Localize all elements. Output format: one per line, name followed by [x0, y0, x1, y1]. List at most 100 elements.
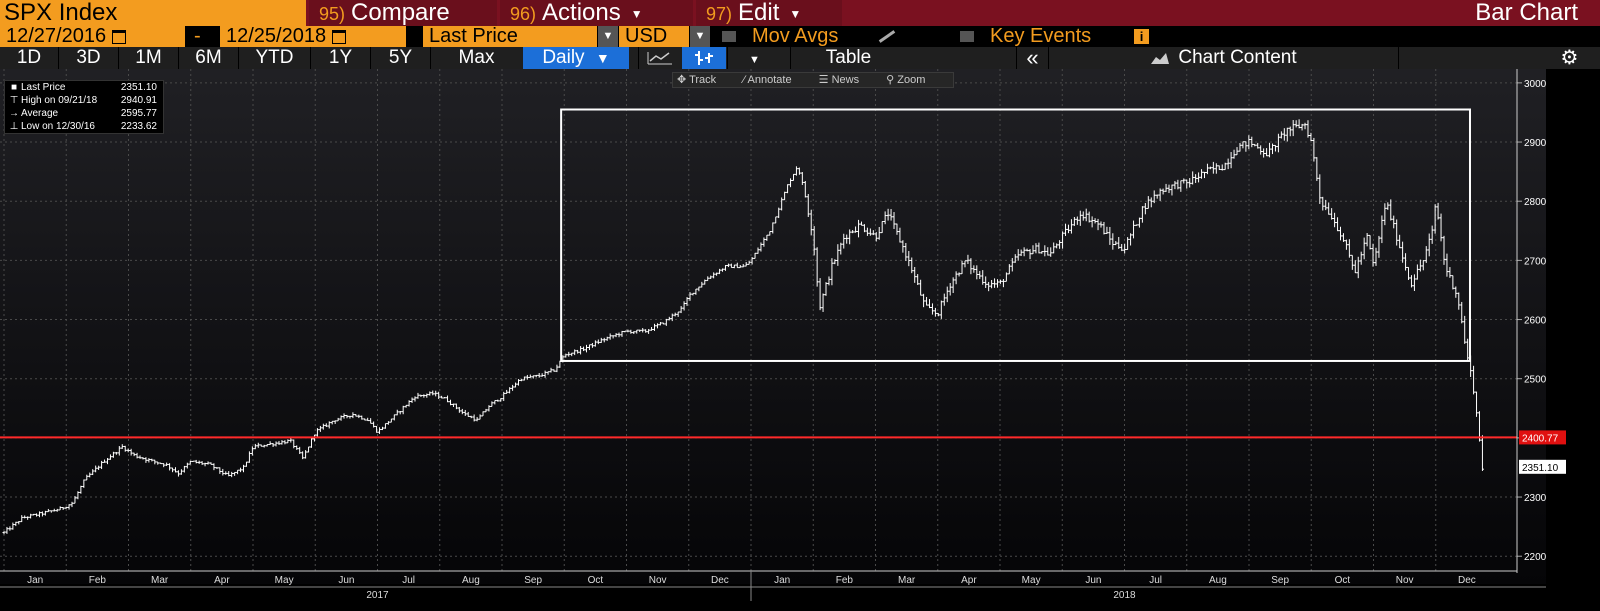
x-month-label: May — [1022, 575, 1041, 586]
calendar-icon — [332, 29, 347, 44]
news-label: News — [831, 74, 860, 86]
annotate-label: Annotate — [747, 74, 792, 86]
zoom-tool[interactable]: ⚲ Zoom — [886, 74, 926, 86]
x-month-label: Feb — [89, 575, 107, 586]
collapse-button[interactable]: « — [1016, 47, 1048, 69]
x-year-label: 2018 — [1113, 590, 1136, 601]
x-month-label: Apr — [214, 575, 230, 586]
range-tab-1m[interactable]: 1M — [118, 47, 178, 69]
average-marker-icon: → — [9, 108, 19, 119]
x-month-label: Jul — [1149, 575, 1162, 586]
chevron-down-icon: ▼ — [595, 50, 610, 66]
overlays — [0, 108, 1517, 439]
x-month-label: Jun — [1085, 575, 1101, 586]
header-bar: SPX Index 95) Compare 96) Actions ▼ 97) Edit… — [0, 0, 1600, 26]
track-tool[interactable]: ✥ Track — [677, 74, 717, 86]
calendar-icon — [112, 29, 127, 44]
x-year-label: 2017 — [366, 590, 389, 601]
legend-last-price: ■ Last Price 2351.10 — [9, 81, 159, 94]
edit-shortcut: 97) — [706, 4, 733, 24]
mov-avgs-checkbox[interactable] — [722, 31, 736, 42]
x-month-label: Jan — [27, 575, 43, 586]
pencil-icon[interactable] — [878, 30, 896, 43]
legend-average-label: Average — [21, 108, 59, 119]
range-toolbar: 1D 3D 1M 6M YTD 1Y 5Y Max Daily ▼ ▼ Tabl… — [0, 47, 1600, 69]
line-chart-glyph — [647, 52, 672, 65]
x-month-label: Jan — [774, 575, 790, 586]
chart-content-button[interactable]: Chart Content — [1048, 47, 1398, 69]
grid-lines — [0, 69, 1517, 571]
y-axis: 2200230024002500260027002800290030002400… — [1516, 69, 1566, 573]
y-tick-label: 2200 — [1524, 552, 1547, 563]
key-events-checkbox[interactable] — [960, 31, 974, 42]
chart-legend: ■ Last Price 2351.10 ⊤ High on 09/21/18 2940… — [4, 80, 164, 134]
settings-gear-button[interactable]: ⚙ — [1398, 47, 1600, 69]
legend-last-price-label: Last Price — [21, 82, 66, 93]
compare-button[interactable]: 95) Compare — [309, 0, 497, 26]
price-chart[interactable]: 2200230024002500260027002800290030002400… — [0, 69, 1600, 611]
x-month-label: Aug — [1209, 575, 1227, 586]
chart-tools-strip: ✥ Track ∕ Annotate ☰ News ⚲ Zoom — [672, 72, 955, 88]
x-month-label: Apr — [961, 575, 977, 586]
range-tab-3d[interactable]: 3D — [58, 47, 118, 69]
table-button[interactable]: Table — [790, 47, 906, 69]
range-tab-1d[interactable]: 1D — [0, 47, 58, 69]
chevron-down-icon: ▼ — [694, 30, 706, 42]
x-month-label: Sep — [524, 575, 542, 586]
key-events-label[interactable]: Key Events — [990, 25, 1092, 47]
legend-high-value: 2940.91 — [120, 95, 157, 106]
range-tab-6m[interactable]: 6M — [178, 47, 238, 69]
x-axis: Jan Feb Mar Apr May Jun Jul Aug Sep Oct Nov Dec Jan F… — [0, 570, 1546, 601]
mountain-chart-icon — [1151, 52, 1170, 64]
high-marker-icon: ⊤ — [9, 95, 19, 106]
gear-icon: ⚙ — [1560, 47, 1579, 69]
x-month-label: Feb — [836, 575, 854, 586]
x-month-label: Nov — [649, 575, 667, 586]
actions-button[interactable]: 96) Actions ▼ — [500, 0, 693, 26]
range-tab-5y[interactable]: 5Y — [370, 47, 430, 69]
info-icon[interactable]: i — [1134, 29, 1149, 44]
edit-label: Edit — [738, 0, 780, 26]
field-dropdown-button[interactable]: ▼ — [598, 26, 618, 47]
annotate-tool[interactable]: ∕ Annotate — [743, 74, 792, 86]
compare-label: Compare — [351, 0, 450, 26]
x-month-label: May — [275, 575, 294, 586]
plot-background — [0, 69, 1546, 584]
news-tool[interactable]: ☰ News — [818, 74, 860, 86]
x-month-label: Sep — [1271, 575, 1289, 586]
periodicity-dropdown[interactable]: Daily ▼ — [523, 47, 629, 69]
currency-select[interactable]: USD — [619, 26, 689, 47]
start-date-value: 12/27/2016 — [6, 25, 107, 47]
x-month-label: Oct — [1335, 575, 1351, 586]
y-tick-label: 2300 — [1524, 493, 1547, 504]
chevron-down-icon: ▼ — [630, 6, 643, 21]
chevron-down-icon: ▼ — [602, 30, 614, 42]
range-tab-ytd[interactable]: YTD — [238, 47, 310, 69]
range-box-annotation — [560, 108, 1471, 362]
end-date-value: 12/25/2018 — [226, 25, 327, 47]
range-tab-1y[interactable]: 1Y — [310, 47, 370, 69]
edit-button[interactable]: 97) Edit ▼ — [696, 0, 842, 26]
low-marker-icon: ⊥ — [9, 121, 19, 132]
field-select[interactable]: Last Price — [423, 26, 597, 47]
mov-avgs-label[interactable]: Mov Avgs — [752, 25, 839, 47]
chevron-down-icon: ▼ — [789, 6, 802, 21]
range-tab-max[interactable]: Max — [430, 47, 522, 69]
last-price-label: 2351.10 — [1522, 463, 1559, 474]
x-month-label: Nov — [1396, 575, 1414, 586]
last-price-label-box — [1519, 459, 1566, 474]
end-date-field[interactable]: 12/25/2018 — [220, 26, 406, 47]
legend-last-price-value: 2351.10 — [120, 82, 157, 93]
line-chart-icon[interactable] — [638, 47, 680, 69]
ohlc-bars — [2, 119, 1484, 535]
start-date-field[interactable]: 12/27/2016 — [0, 26, 185, 47]
ticker-field[interactable]: SPX Index — [0, 0, 306, 26]
controls-bar: 12/27/2016 - 12/25/2018 Last Price ▼ USD… — [0, 26, 1600, 47]
bar-chart-icon[interactable] — [682, 47, 726, 69]
x-month-label: Dec — [711, 575, 729, 586]
currency-dropdown-button[interactable]: ▼ — [690, 26, 710, 47]
x-month-label: Aug — [462, 575, 480, 586]
chart-style-dropdown[interactable]: ▼ — [727, 47, 781, 69]
y-tick-label: 2700 — [1524, 256, 1547, 267]
legend-average-value: 2595.77 — [120, 108, 157, 119]
